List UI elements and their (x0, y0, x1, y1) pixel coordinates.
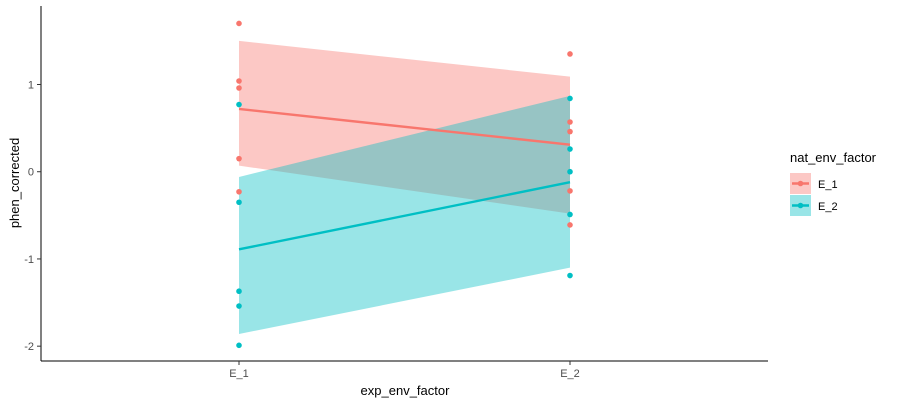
data-point-E_2 (236, 303, 242, 309)
data-point-E_1 (236, 20, 242, 27)
x-tick-label: E_1 (229, 368, 249, 380)
legend: nat_env_factor E_1 E_2 (790, 150, 877, 216)
x-tick-label: E_2 (560, 368, 580, 380)
data-point-E_1 (236, 85, 242, 91)
x-axis-title: exp_env_factor (361, 383, 451, 398)
data-point-E_2 (236, 199, 242, 206)
y-tick-label: -1 (24, 254, 34, 266)
data-point-E_2 (236, 101, 242, 108)
fit-lines (238, 107, 571, 251)
y-axis-title: phen_corrected (7, 138, 22, 228)
data-point-E_2 (236, 288, 242, 295)
y-tick-label: 0 (28, 167, 34, 179)
data-point-E_1 (567, 119, 573, 125)
legend-key-point (797, 202, 804, 209)
y-tick-label: 1 (28, 80, 34, 92)
legend-label: E_2 (818, 201, 838, 213)
data-point-E_2 (567, 146, 573, 152)
data-point-E_2 (236, 342, 242, 349)
legend-label: E_1 (818, 179, 838, 191)
data-point-E_1 (567, 51, 573, 57)
data-point-E_1 (236, 155, 242, 162)
plot-area (236, 20, 573, 349)
legend-title: nat_env_factor (790, 150, 877, 165)
data-point-E_1 (236, 188, 242, 195)
legend-item-E_1: E_1 (790, 173, 838, 194)
x-axis-ticks: E_1 E_2 (229, 361, 580, 380)
data-points (236, 20, 573, 349)
y-tick-label: -2 (24, 341, 34, 353)
data-point-E_2 (567, 95, 573, 102)
fit-line-E_2 (238, 181, 571, 251)
data-point-E_1 (236, 78, 242, 84)
data-point-E_2 (567, 168, 573, 175)
data-point-E_1 (567, 188, 573, 194)
legend-key-point (797, 180, 804, 187)
fit-line-E_1 (238, 107, 571, 146)
legend-item-E_2: E_2 (790, 195, 838, 216)
data-point-E_2 (567, 272, 573, 279)
confidence-ribbons (239, 40, 570, 334)
legend-keys: E_1 E_2 (790, 173, 838, 216)
data-point-E_1 (567, 222, 573, 228)
data-point-E_2 (567, 211, 573, 218)
data-point-E_1 (567, 128, 573, 135)
y-axis-ticks: -2 -1 0 1 (24, 80, 41, 353)
